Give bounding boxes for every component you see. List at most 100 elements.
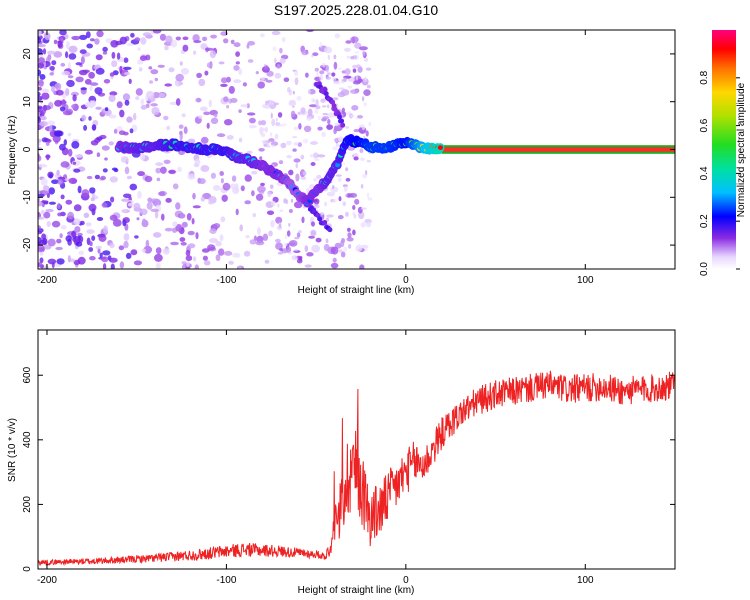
noise-blob xyxy=(223,96,229,103)
noise-blob xyxy=(240,104,248,108)
noise-blob xyxy=(102,263,107,269)
noise-blob xyxy=(293,158,301,163)
noise-blob xyxy=(185,249,191,257)
noise-blob xyxy=(295,173,300,182)
noise-blob xyxy=(266,70,274,77)
noise-blob xyxy=(38,91,41,97)
y-tick-label: 600 xyxy=(22,366,33,383)
noise-blob xyxy=(181,113,186,118)
noise-blob xyxy=(101,145,110,151)
noise-blob xyxy=(310,230,316,237)
noise-blob xyxy=(315,105,321,110)
noise-blob xyxy=(179,237,186,242)
noise-blob xyxy=(350,115,355,117)
noise-blob xyxy=(209,228,217,235)
noise-blob xyxy=(89,82,99,86)
noise-blob xyxy=(238,137,243,143)
noise-blob xyxy=(57,40,63,48)
noise-blob xyxy=(144,175,153,183)
noise-blob xyxy=(110,263,115,269)
noise-blob xyxy=(109,91,118,96)
y-tick-label: -20 xyxy=(22,237,33,252)
noise-blob xyxy=(316,72,319,77)
noise-blob xyxy=(138,67,143,72)
noise-blob xyxy=(235,208,239,216)
noise-blob xyxy=(352,55,358,59)
noise-blob xyxy=(321,131,326,138)
noise-blob xyxy=(364,245,368,252)
noise-blob xyxy=(168,67,175,73)
noise-blob xyxy=(209,50,217,59)
noise-blob xyxy=(77,256,86,265)
noise-blob xyxy=(291,255,298,261)
noise-blob xyxy=(296,232,301,238)
noise-blob xyxy=(314,203,319,207)
noise-blob xyxy=(294,70,299,76)
noise-blob xyxy=(48,187,55,195)
noise-blob xyxy=(80,87,87,91)
noise-blob xyxy=(317,126,323,131)
spectrogram-marks xyxy=(38,30,675,269)
noise-blob xyxy=(332,199,337,203)
noise-blob xyxy=(251,170,258,175)
noise-blob xyxy=(260,132,266,138)
noise-blob xyxy=(265,104,270,110)
noise-blob xyxy=(41,238,48,246)
noise-blob xyxy=(154,210,159,219)
noise-blob xyxy=(89,241,93,247)
noise-blob xyxy=(327,72,331,76)
noise-blob xyxy=(228,85,235,94)
noise-blob xyxy=(164,45,169,51)
noise-blob xyxy=(179,61,183,66)
noise-blob xyxy=(54,99,63,107)
noise-blob xyxy=(140,98,145,106)
noise-blob xyxy=(159,33,167,41)
noise-blob xyxy=(192,205,201,209)
noise-blob xyxy=(38,142,41,147)
noise-blob xyxy=(65,51,69,59)
noise-blob xyxy=(300,107,306,114)
noise-blob xyxy=(146,201,153,210)
noise-blob xyxy=(102,250,111,256)
noise-blob xyxy=(49,72,54,76)
noise-blob xyxy=(40,209,45,215)
noise-blob xyxy=(294,248,299,252)
noise-blob xyxy=(108,257,118,263)
noise-blob xyxy=(77,232,83,236)
noise-blob xyxy=(258,148,265,152)
noise-blob xyxy=(193,40,202,44)
noise-blob xyxy=(109,176,119,183)
noise-blob xyxy=(327,118,331,125)
noise-blob xyxy=(163,115,169,121)
y-tick-label: 10 xyxy=(22,96,33,108)
noise-blob xyxy=(85,31,91,39)
noise-blob xyxy=(86,43,93,49)
noise-blob xyxy=(288,209,293,213)
y-tick-label: 20 xyxy=(22,48,33,60)
noise-blob xyxy=(354,198,360,205)
noise-blob xyxy=(57,179,64,185)
colorbar: 0.0 0.2 0.4 0.6 0.8 Normalized spectral ampl… xyxy=(699,30,747,276)
y-tick-label: 0 xyxy=(22,146,33,152)
noise-blob xyxy=(126,175,132,180)
noise-blob xyxy=(220,216,226,223)
noise-blob xyxy=(109,114,117,119)
noise-blob xyxy=(337,215,344,220)
noise-blob xyxy=(186,213,192,221)
noise-blob xyxy=(317,115,321,121)
figure-title: S197.2025.228.01.04.G10 xyxy=(274,2,438,18)
noise-blob xyxy=(68,148,73,157)
noise-blob xyxy=(345,211,349,217)
noise-blob xyxy=(235,51,241,57)
noise-blob xyxy=(279,223,282,229)
noise-blob xyxy=(84,149,93,155)
noise-blob xyxy=(78,250,84,255)
noise-blob xyxy=(121,198,130,202)
noise-blob xyxy=(271,30,281,36)
noise-blob xyxy=(43,185,50,192)
noise-blob xyxy=(67,61,71,70)
noise-blob xyxy=(100,175,106,181)
noise-blob xyxy=(182,36,189,41)
noise-blob xyxy=(124,166,130,175)
noise-blob xyxy=(312,52,319,57)
